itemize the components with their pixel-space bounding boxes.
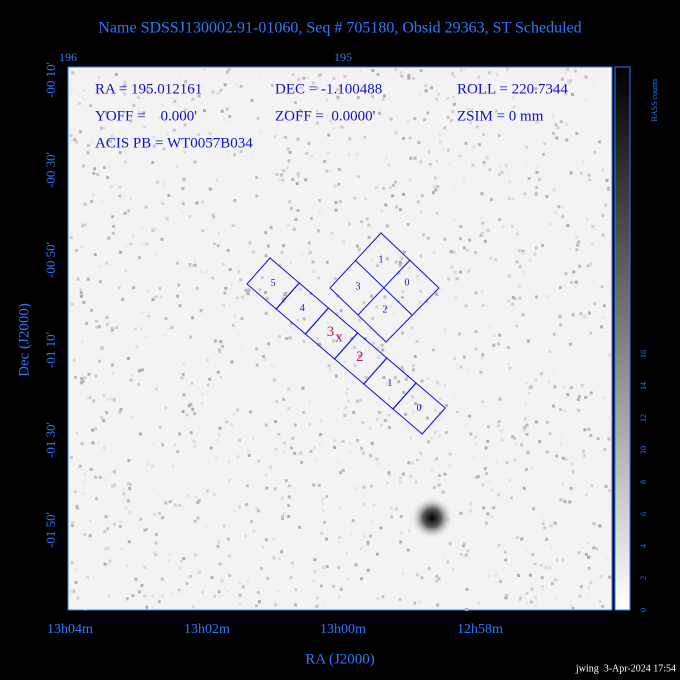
colorbar-tick-label: 8: [639, 480, 648, 484]
chip-label: 1: [387, 378, 392, 389]
title: Name SDSSJ130002.91-01060, Seq # 705180,…: [98, 20, 581, 37]
acis-i: [329, 232, 440, 343]
colorbar: [614, 66, 631, 611]
colorbar-tick-label: 10: [639, 446, 648, 454]
chip-label: 0: [405, 277, 410, 288]
top-tick-label: 196: [59, 50, 77, 64]
noise: [69, 68, 612, 611]
info-yoff: YOFF = 0.000': [95, 108, 197, 124]
chip-label: 3: [327, 324, 335, 340]
chip-label: 0: [417, 403, 422, 414]
chip-label: 2: [356, 349, 364, 365]
info-zoff: ZOFF = 0.0000': [275, 108, 376, 124]
footer: jwing 3-Apr-2024 17:54: [575, 663, 676, 674]
chip: [392, 382, 446, 435]
chip-divider: [357, 259, 411, 316]
chip-label: 3: [356, 281, 361, 292]
top-tick-label: 195: [334, 50, 352, 64]
aimpoint: x: [335, 329, 343, 345]
chip-label: 2: [383, 304, 388, 315]
y-tick-label: -01 30': [43, 422, 58, 458]
chip-label: 1: [379, 254, 384, 265]
y-tick-label: -01 50': [43, 512, 58, 548]
colorbar-tick-label: 12: [639, 414, 648, 422]
x-axis-title: RA (J2000): [305, 651, 375, 667]
y-tick-label: -01 10': [43, 332, 58, 368]
x-tick-label: 12h58m: [457, 622, 503, 637]
x-ray-source: [410, 496, 454, 540]
info-roll: ROLL = 220.7344: [457, 81, 568, 97]
colorbar-tick-label: 6: [639, 512, 648, 516]
chip-label: 5: [271, 278, 276, 289]
y-tick-label: -00 10': [43, 62, 58, 98]
colorbar-tick-label: 2: [639, 576, 648, 580]
y-axis-title: Dec (J2000): [16, 303, 32, 377]
chip-label: 4: [300, 303, 305, 314]
x-tick-label: 13h04m: [47, 622, 93, 637]
info-dec: DEC = -1.100488: [275, 81, 382, 97]
x-tick-label: 13h02m: [184, 622, 230, 637]
info-acis-pb: ACIS PB = WT0057B034: [95, 135, 253, 151]
colorbar-tick-label: 16: [639, 350, 648, 358]
info-ra: RA = 195.012161: [95, 81, 202, 97]
acis-s: [246, 257, 446, 435]
colorbar-label: RASS counts: [650, 79, 659, 122]
y-tick-label: -00 30': [43, 152, 58, 188]
info-zsim: ZSIM = 0 mm: [457, 108, 544, 124]
colorbar-tick-label: 14: [639, 382, 648, 390]
x-tick-label: 13h00m: [320, 622, 366, 637]
colorbar-tick-label: 0: [639, 608, 648, 612]
sky-image: [67, 66, 613, 611]
colorbar-tick-label: 4: [639, 544, 648, 548]
y-tick-label: -00 50': [43, 242, 58, 278]
